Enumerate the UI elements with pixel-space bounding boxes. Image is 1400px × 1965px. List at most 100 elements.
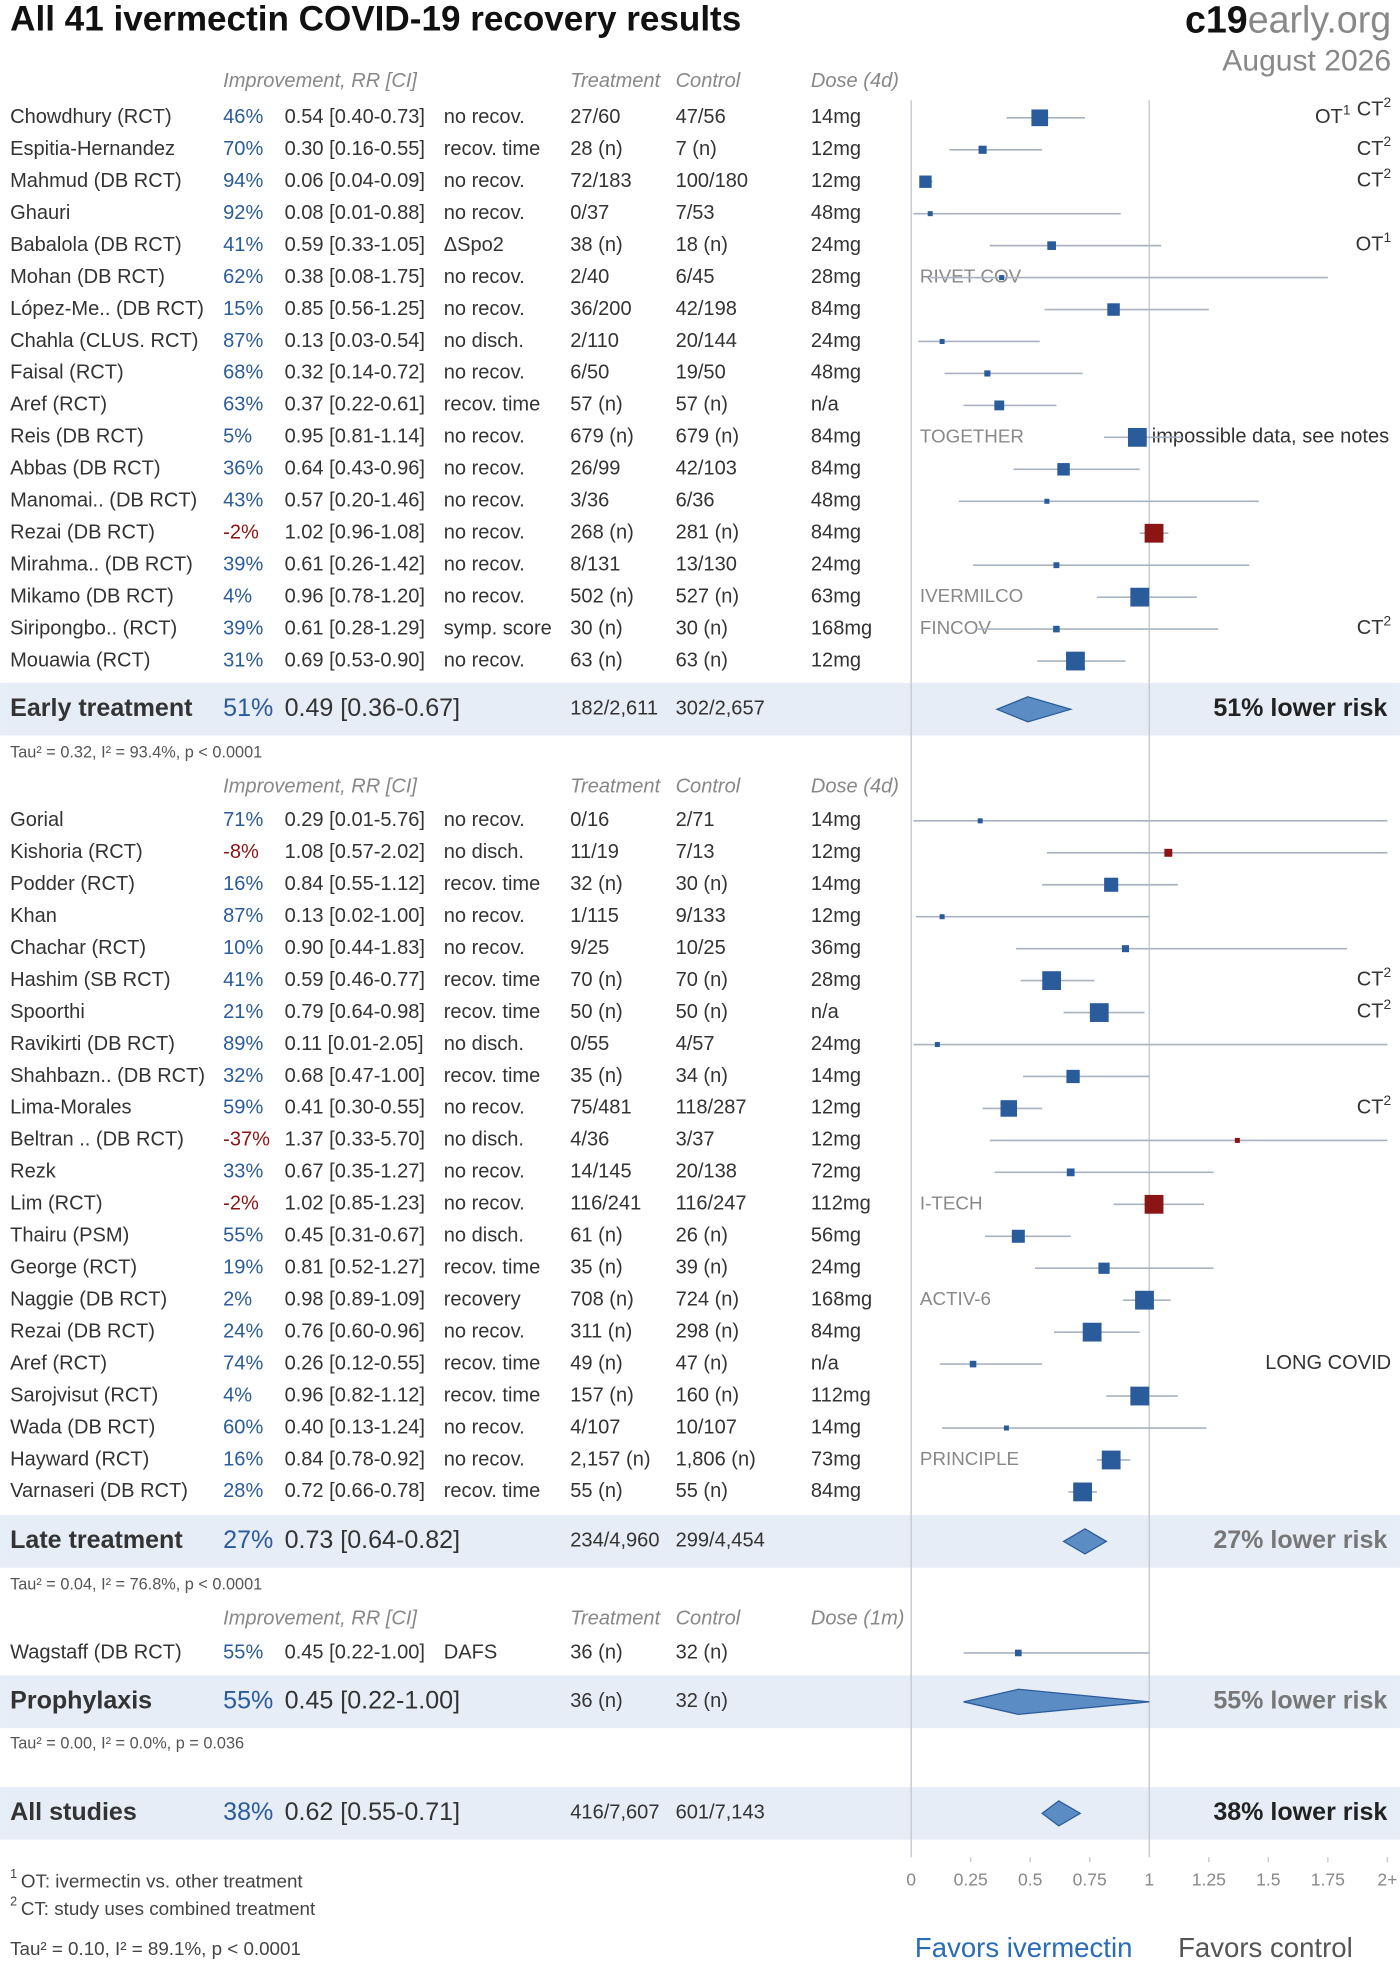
study-name: Podder (RCT) xyxy=(10,873,135,895)
effect-box xyxy=(1144,1194,1164,1214)
treatment: 2,157 (n) xyxy=(570,1448,650,1470)
rr-ci: 0.67 [0.35-1.27] xyxy=(285,1161,425,1183)
study-name: Aref (RCT) xyxy=(10,1352,107,1374)
treatment: 4/107 xyxy=(570,1416,620,1438)
study-name: Espitia-Hernandez xyxy=(10,138,175,160)
study-name: Faisal (RCT) xyxy=(10,362,124,384)
remark: impossible data, see notes xyxy=(1152,426,1389,448)
effect-box xyxy=(927,211,933,217)
effect-box xyxy=(969,1360,977,1368)
dose: 12mg xyxy=(811,649,861,671)
improvement: 70% xyxy=(223,138,263,160)
x-tick-label: 1.5 xyxy=(1256,1870,1281,1890)
outcome: no recov. xyxy=(444,1416,525,1438)
study-name: Kishoria (RCT) xyxy=(10,841,143,863)
note-text: OT xyxy=(1356,234,1384,256)
note-sup: 1 xyxy=(1343,102,1351,117)
treatment: 28 (n) xyxy=(570,138,622,160)
control: 118/287 xyxy=(676,1097,747,1119)
effect-box xyxy=(1057,463,1070,476)
summary-control: 302/2,657 xyxy=(676,698,765,720)
effect-box xyxy=(1127,427,1147,447)
treatment: 3/36 xyxy=(570,490,609,512)
dose: 24mg xyxy=(811,1033,861,1055)
dose: 112mg xyxy=(811,1193,871,1215)
dose: 36mg xyxy=(811,937,861,959)
improvement: -2% xyxy=(223,522,259,544)
dose: n/a xyxy=(811,1352,840,1374)
control: 116/247 xyxy=(676,1193,747,1215)
heterogeneity: Tau² = 0.04, I² = 76.8%, p < 0.0001 xyxy=(10,1576,262,1594)
treatment: 49 (n) xyxy=(570,1352,622,1374)
rr-ci: 0.13 [0.02-1.00] xyxy=(285,905,425,927)
outcome: no disch. xyxy=(444,1033,524,1055)
note-text: CT xyxy=(1357,1001,1384,1023)
note-sup: 2 xyxy=(1383,166,1391,181)
rr-ci: 0.85 [0.56-1.25] xyxy=(285,298,425,320)
control: 57 (n) xyxy=(676,394,728,416)
treatment: 35 (n) xyxy=(570,1065,622,1087)
rr-ci: 0.57 [0.20-1.46] xyxy=(285,490,425,512)
control: 18 (n) xyxy=(676,234,728,256)
improvement: 39% xyxy=(223,617,263,639)
trial-name: RIVET-COV xyxy=(920,266,1022,287)
note-text: CT xyxy=(1357,138,1384,160)
study-name: Beltran .. (DB RCT) xyxy=(10,1129,184,1151)
summary-name: Prophylaxis xyxy=(10,1686,152,1714)
note-sup: 2 xyxy=(1383,94,1391,109)
summary-risk: 27% lower risk xyxy=(1213,1526,1387,1554)
note-text: CT xyxy=(1357,99,1384,121)
footnote: 1 OT: ivermectin vs. other treatment xyxy=(10,1867,303,1891)
chart-title: All 41 ivermectin COVID-19 recovery resu… xyxy=(10,0,741,39)
effect-box xyxy=(977,818,983,824)
dose: 14mg xyxy=(811,1065,861,1087)
outcome: no disch. xyxy=(444,1129,524,1151)
study-name: Chowdhury (RCT) xyxy=(10,106,172,128)
treatment: 0/16 xyxy=(570,809,609,831)
rr-ci: 0.81 [0.52-1.27] xyxy=(285,1257,425,1279)
improvement: 5% xyxy=(223,426,252,448)
effect-box xyxy=(1082,1322,1102,1342)
control: 2/71 xyxy=(676,809,715,831)
rr-ci: 0.84 [0.78-0.92] xyxy=(285,1448,425,1470)
notes: OT1 CT2 xyxy=(1315,94,1391,128)
control: 55 (n) xyxy=(676,1480,728,1502)
control: 100/180 xyxy=(676,170,748,192)
improvement: 4% xyxy=(223,585,252,607)
outcome: ΔSpo2 xyxy=(444,234,504,256)
improvement: 41% xyxy=(223,969,263,991)
dose: 73mg xyxy=(811,1448,861,1470)
control: 281 (n) xyxy=(676,522,740,544)
study-name: Mahmud (DB RCT) xyxy=(10,170,182,192)
rr-ci: 0.98 [0.89-1.09] xyxy=(285,1288,425,1310)
dose: 14mg xyxy=(811,1416,861,1438)
outcome: recov. time xyxy=(444,1001,541,1023)
treatment: 311 (n) xyxy=(570,1320,632,1342)
trial-name: I-TECH xyxy=(920,1192,983,1213)
outcome: no recov. xyxy=(444,266,525,288)
dose: 84mg xyxy=(811,1480,861,1502)
treatment: 268 (n) xyxy=(570,522,634,544)
header-control: Control xyxy=(676,775,741,797)
x-tick-label: 1.25 xyxy=(1192,1870,1226,1890)
improvement: 39% xyxy=(223,553,263,575)
study-name: Khan xyxy=(10,905,57,927)
rr-ci: 0.59 [0.46-0.77] xyxy=(285,969,425,991)
header-control: Control xyxy=(676,1607,741,1629)
treatment: 8/131 xyxy=(570,553,620,575)
study-name: Hashim (SB RCT) xyxy=(10,969,170,991)
rr-ci: 0.72 [0.66-0.78] xyxy=(285,1480,425,1502)
summary-treatment: 234/4,960 xyxy=(570,1530,659,1552)
study-name: Mohan (DB RCT) xyxy=(10,266,165,288)
treatment: 75/481 xyxy=(570,1097,631,1119)
footnote-text: OT: ivermectin vs. other treatment xyxy=(21,1870,304,1891)
rr-ci: 0.11 [0.01-2.05] xyxy=(285,1033,424,1055)
effect-box xyxy=(939,338,945,345)
dose: 168mg xyxy=(811,1288,872,1310)
rr-ci: 1.02 [0.96-1.08] xyxy=(285,522,425,544)
control: 10/107 xyxy=(676,1416,737,1438)
summary-improvement: 38% xyxy=(223,1798,273,1826)
study-name: Abbas (DB RCT) xyxy=(10,458,160,480)
rr-ci: 0.38 [0.08-1.75] xyxy=(285,266,425,288)
logo-rest: early.org xyxy=(1248,0,1391,40)
